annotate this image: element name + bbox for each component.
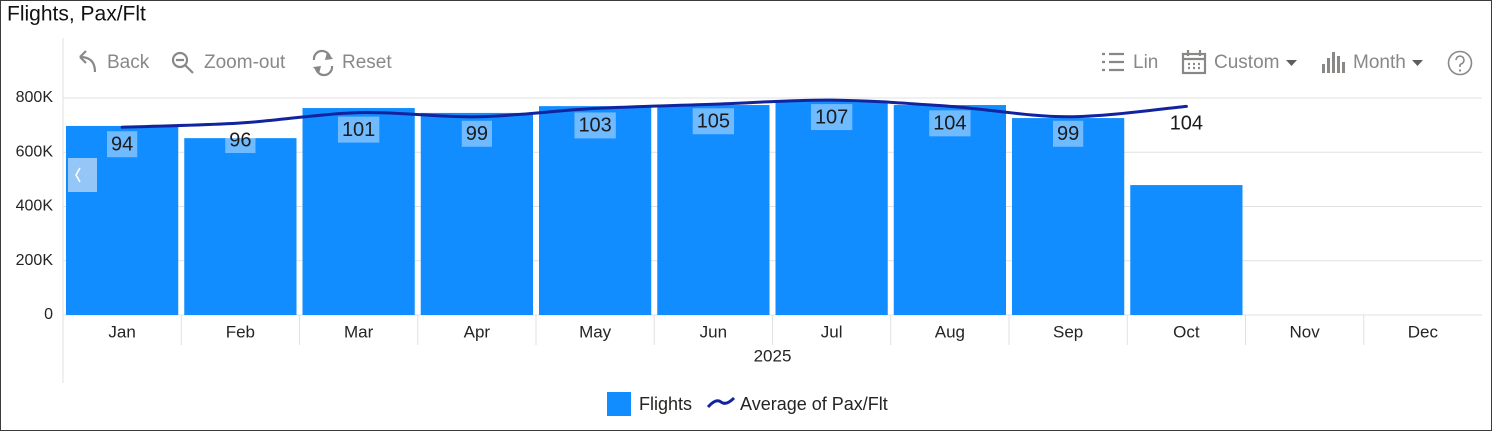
- data-label: 105: [697, 111, 730, 133]
- bar: [539, 106, 652, 315]
- calendar-icon-detail: [1183, 50, 1205, 70]
- x-tick-label: Mar: [344, 322, 374, 341]
- bar: [302, 108, 415, 315]
- toolbar-label: Zoom-out: [204, 52, 286, 73]
- scale-button[interactable]: Lin: [1102, 52, 1158, 73]
- dropdown-caret: [1412, 60, 1423, 66]
- list-icon: [1102, 52, 1124, 72]
- bar: [775, 100, 888, 315]
- legend: Flights Average of Pax/Flt: [607, 392, 888, 416]
- bar: [1012, 118, 1125, 315]
- scroll-left-button[interactable]: [68, 158, 97, 192]
- x-tick-label: Oct: [1173, 322, 1200, 341]
- plot-area: 0 200K 400K 600K 800K Jan Feb Mar Apr May Jun Jul Au…: [16, 89, 1482, 365]
- x-tick-label: Jun: [700, 322, 727, 341]
- custom-button[interactable]: Custom: [1181, 50, 1297, 75]
- x-tick-label: Feb: [226, 322, 255, 341]
- bar: [184, 138, 297, 315]
- dropdown-caret: [1286, 60, 1297, 66]
- y-tick-label: 800K: [16, 89, 54, 106]
- bar: [893, 105, 1006, 316]
- data-label: 96: [229, 129, 251, 151]
- data-label: 99: [1057, 123, 1079, 145]
- x-tick-label: Jul: [821, 322, 843, 341]
- reset-icon-arrows: [313, 52, 333, 74]
- data-label-box: [1165, 110, 1208, 137]
- back-icon: [79, 50, 97, 73]
- data-label: 104: [933, 113, 966, 135]
- back-button[interactable]: Back: [79, 50, 150, 73]
- data-label-box: [929, 110, 971, 137]
- toolbar-label: Month: [1353, 52, 1406, 73]
- x-tick-label: Dec: [1408, 322, 1439, 341]
- x-tick-label: Apr: [464, 322, 491, 341]
- x-axis-label: 2025: [754, 346, 792, 365]
- legend-swatch: [706, 396, 736, 409]
- data-label-box: [692, 108, 735, 135]
- data-label-box: [810, 104, 853, 131]
- data-label-box: [1053, 120, 1084, 147]
- scroll-left-box: [68, 158, 97, 192]
- scroll-left-arrow: [75, 167, 81, 183]
- legend-label: Flights: [639, 394, 692, 414]
- data-label-box: [225, 127, 256, 154]
- data-label: 104: [1170, 113, 1203, 135]
- toolbar-label: Lin: [1133, 52, 1158, 73]
- chart-title: Flights, Pax/Flt: [7, 3, 146, 26]
- toolbar-label: Custom: [1214, 52, 1279, 73]
- data-label-box: [461, 120, 492, 147]
- zoom-icon-handle: [176, 58, 194, 74]
- data-label: 101: [342, 119, 375, 141]
- data-label: 99: [466, 123, 488, 145]
- y-tick-label: 600K: [16, 143, 54, 160]
- bar: [657, 105, 770, 316]
- y-tick-label: 400K: [16, 198, 54, 215]
- y-tick-label: 200K: [16, 252, 54, 269]
- data-label-box: [574, 112, 616, 139]
- bar: [1130, 185, 1243, 315]
- bar: [66, 125, 179, 315]
- x-tick-label: Nov: [1290, 322, 1321, 341]
- help-icon-mark: [1455, 55, 1465, 67]
- legend-label: Average of Pax/Flt: [740, 394, 888, 414]
- data-label-box: [107, 131, 138, 158]
- zoom-out-button[interactable]: Zoom-out: [171, 51, 286, 74]
- data-label: 94: [111, 133, 133, 155]
- x-tick-label: May: [579, 322, 612, 341]
- y-tick-label: 0: [44, 306, 53, 323]
- toolbar-label: Reset: [342, 52, 392, 73]
- toolbar-label: Back: [107, 52, 150, 73]
- bars-icon: [1322, 52, 1345, 73]
- help-icon-dot: [1458, 69, 1462, 72]
- period-button[interactable]: Month: [1322, 52, 1423, 73]
- bar: [420, 112, 533, 315]
- data-label: 103: [578, 115, 611, 137]
- x-tick-label: Aug: [935, 322, 965, 341]
- zoom-icon: [171, 51, 189, 69]
- help-button[interactable]: [1447, 50, 1473, 76]
- line: [120, 98, 1188, 129]
- reset-button[interactable]: Reset: [312, 49, 392, 77]
- calendar-icon: [1181, 52, 1207, 75]
- legend-swatch: [607, 392, 631, 416]
- data-label: 107: [815, 106, 848, 128]
- data-label-box: [337, 116, 380, 143]
- help-icon: [1447, 50, 1473, 76]
- x-tick-label: Jan: [108, 322, 135, 341]
- x-tick-label: Sep: [1053, 322, 1083, 341]
